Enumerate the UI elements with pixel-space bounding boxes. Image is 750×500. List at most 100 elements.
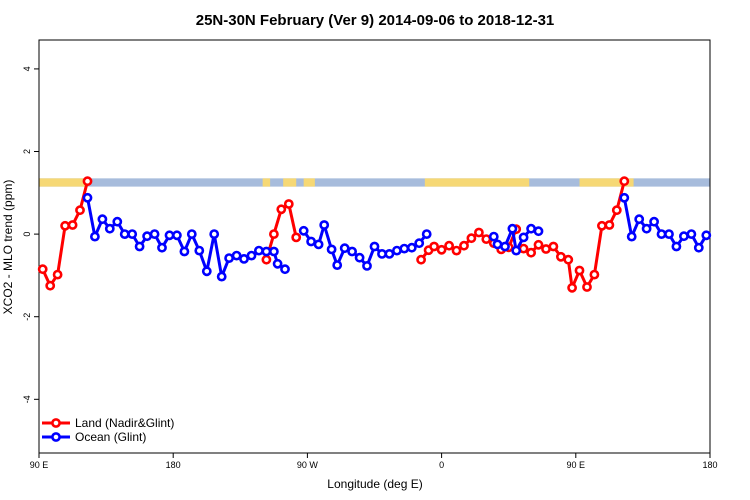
ocean-point-1-16 (414, 238, 425, 249)
ocean-point-3-0 (619, 192, 630, 203)
ocean-point-1-17 (421, 229, 432, 239)
y-tick-label-0: -4 (22, 395, 32, 403)
x-tick-label-5: 180 (702, 460, 717, 470)
land-point-3-12 (604, 220, 615, 230)
ocean-point-1-9 (362, 260, 372, 271)
ocean-point-0-10 (157, 242, 167, 253)
y-axis-label: XCO2 - MLO trend (ppm) (1, 180, 15, 315)
land-point-0-4 (67, 220, 78, 230)
legend-ocean-marker (51, 432, 61, 442)
ocean-point-1-7 (347, 246, 357, 257)
ocean-point-0-6 (127, 229, 138, 239)
ocean-point-3-11 (701, 230, 712, 241)
land-point-0-1 (45, 280, 56, 291)
land-point-2-6 (459, 240, 469, 251)
land-strip-5 (579, 178, 634, 187)
ocean-strip (39, 178, 710, 187)
land-strip-4 (424, 178, 530, 187)
land-point-3-2 (533, 239, 544, 250)
ocean-point-3-1 (626, 231, 637, 242)
chart-title: 25N-30N February (Ver 9) 2014-09-06 to 2… (196, 12, 555, 29)
x-tick-label-0: 90 E (30, 460, 49, 470)
ocean-point-0-13 (179, 246, 190, 257)
ocean-point-0-24 (261, 246, 272, 257)
land-point-2-8 (473, 227, 484, 238)
ocean-point-0-8 (142, 231, 152, 242)
ocean-point-0-0 (82, 192, 93, 203)
land-point-1-3 (283, 199, 294, 209)
ocean-point-2-3 (507, 223, 518, 234)
x-tick-label-3: 0 (439, 460, 444, 470)
ocean-point-0-16 (201, 266, 212, 277)
land-line-0 (41, 180, 89, 288)
plot-frame (38, 39, 711, 454)
ocean-point-3-6 (664, 229, 674, 239)
land-point-3-11 (597, 220, 607, 231)
ocean-point-1-5 (332, 260, 343, 270)
legend-land-marker (51, 418, 61, 428)
legend-land-label: Land (Nadir&Glint) (75, 416, 174, 430)
ocean-point-0-5 (119, 229, 130, 239)
ocean-point-0-25 (268, 246, 279, 257)
ocean-point-0-27 (280, 264, 290, 275)
ocean-point-3-10 (693, 242, 704, 253)
legend: Land (Nadir&Glint)Ocean (Glint) (42, 416, 174, 444)
ocean-point-1-14 (399, 243, 410, 254)
y-tick-label-2: 0 (22, 232, 32, 237)
ocean-point-0-12 (171, 230, 182, 241)
y-axis: -4 -2 0 2 4 (22, 66, 39, 403)
ocean-point-0-7 (134, 241, 145, 252)
land-point-3-13 (611, 205, 622, 216)
ocean-point-0-4 (112, 216, 123, 227)
land-point-2-0 (416, 254, 426, 265)
ocean-point-1-13 (391, 245, 402, 256)
land-point-3-8 (574, 265, 585, 276)
ocean-point-3-2 (634, 214, 645, 225)
surface-strip (39, 178, 710, 187)
land-point-3-14 (619, 176, 630, 187)
ocean-point-3-8 (679, 231, 689, 242)
land-point-0-6 (82, 176, 93, 187)
land-point-2-9 (481, 234, 492, 244)
land-point-3-0 (518, 243, 529, 254)
x-tick-label-1: 180 (166, 460, 181, 470)
land-point-3-1 (526, 247, 536, 258)
x-axis: 90 E 180 90 W 0 90 E 180 (30, 453, 718, 470)
land-point-3-10 (589, 269, 600, 280)
y-tick-label-3: 2 (22, 149, 32, 154)
ocean-point-3-3 (641, 223, 652, 234)
land-strip-2 (283, 178, 297, 187)
ocean-point-1-1 (306, 236, 316, 247)
ocean-point-2-0 (488, 231, 499, 242)
land-point-0-2 (52, 269, 63, 280)
land-point-1-0 (261, 254, 272, 265)
land-point-3-4 (548, 241, 559, 252)
ocean-point-1-6 (339, 243, 350, 254)
ocean-point-2-2 (500, 241, 510, 252)
land-point-0-3 (60, 220, 70, 231)
land-point-0-5 (75, 205, 85, 216)
land-point-1-2 (276, 204, 287, 215)
ocean-point-0-9 (149, 229, 160, 239)
land-point-1-1 (268, 229, 279, 239)
land-point-2-5 (451, 245, 462, 256)
ocean-point-3-4 (649, 216, 659, 227)
ocean-point-2-7 (533, 226, 544, 237)
ocean-point-0-19 (224, 253, 234, 263)
ocean-point-2-5 (518, 232, 529, 243)
land-strip-3 (303, 178, 315, 187)
ocean-point-3-5 (656, 229, 667, 239)
land-point-3-9 (582, 282, 592, 292)
land-point-3-6 (563, 254, 574, 265)
series-layer (37, 176, 712, 293)
ocean-point-1-3 (319, 220, 330, 230)
ocean-point-0-14 (186, 229, 197, 239)
ocean-point-1-10 (369, 241, 380, 252)
land-point-2-2 (429, 241, 439, 252)
land-point-1-4 (291, 232, 302, 243)
land-strip-0 (39, 178, 88, 187)
x-axis-label: Longitude (deg E) (327, 477, 422, 491)
ocean-line-0 (86, 197, 286, 279)
land-strip-1 (262, 178, 271, 187)
